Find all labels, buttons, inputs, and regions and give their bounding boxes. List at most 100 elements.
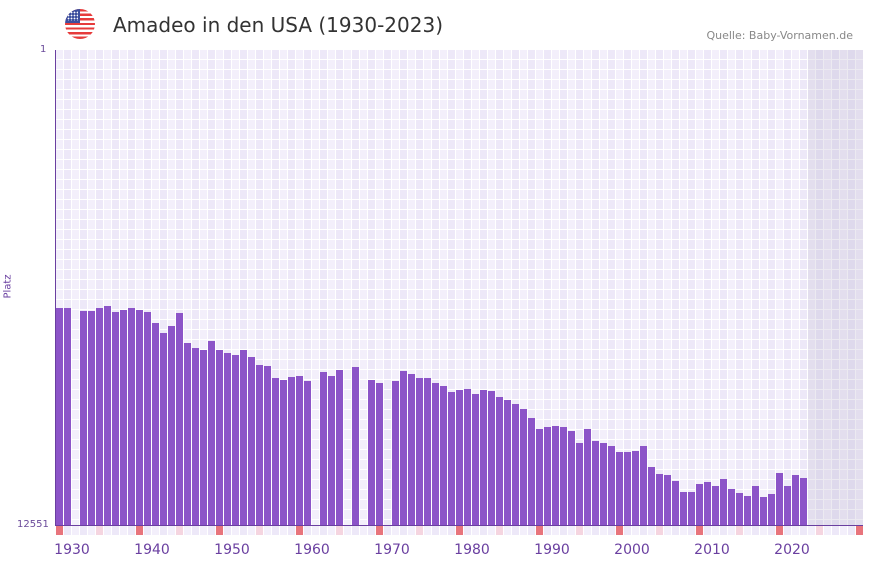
bar-1937[interactable] (112, 311, 119, 525)
bar-1983[interactable] (480, 389, 487, 525)
bar-1943[interactable] (160, 332, 167, 525)
bar-1982[interactable] (472, 393, 479, 525)
decade-marker (776, 526, 783, 535)
bar-2010[interactable] (696, 483, 703, 525)
y-tick-label-top: 1 (40, 44, 47, 55)
bar-1992[interactable] (552, 425, 559, 525)
bar-1975[interactable] (416, 377, 423, 525)
bar-1984[interactable] (488, 390, 495, 525)
bar-1967[interactable] (352, 366, 359, 525)
bar-2023[interactable] (800, 477, 807, 525)
bar-2022[interactable] (792, 474, 799, 525)
bar-2000[interactable] (616, 451, 623, 525)
bar-1954[interactable] (248, 356, 255, 525)
bar-1969[interactable] (368, 379, 375, 525)
bar-1985[interactable] (496, 396, 503, 525)
bar-1935[interactable] (96, 307, 103, 525)
bar-2013[interactable] (720, 478, 727, 525)
bar-1946[interactable] (184, 342, 191, 525)
bar-1931[interactable] (64, 307, 71, 525)
bar-1934[interactable] (88, 310, 95, 525)
bar-1941[interactable] (144, 311, 151, 525)
bar-1936[interactable] (104, 305, 111, 525)
bar-2017[interactable] (752, 485, 759, 525)
bar-2011[interactable] (704, 481, 711, 525)
bar-1958[interactable] (280, 379, 287, 525)
bar-1959[interactable] (288, 376, 295, 525)
bar-1949[interactable] (208, 340, 215, 525)
x-tick-label: 1970 (374, 542, 410, 558)
bar-1988[interactable] (520, 408, 527, 525)
x-tick-label: 1980 (454, 542, 490, 558)
bar-2006[interactable] (664, 474, 671, 525)
bar-1944[interactable] (168, 325, 175, 525)
bar-1951[interactable] (224, 352, 231, 525)
bar-1995[interactable] (576, 442, 583, 525)
bar-1952[interactable] (232, 354, 239, 525)
bar-1955[interactable] (256, 364, 263, 525)
bar-1978[interactable] (440, 385, 447, 525)
bar-1961[interactable] (304, 380, 311, 525)
bar-1948[interactable] (200, 349, 207, 525)
bar-2007[interactable] (672, 480, 679, 525)
bar-1977[interactable] (432, 382, 439, 525)
x-tick-label: 2020 (774, 542, 810, 558)
bar-1980[interactable] (456, 389, 463, 525)
bar-2003[interactable] (640, 445, 647, 525)
bar-1938[interactable] (120, 309, 127, 525)
bar-1950[interactable] (216, 349, 223, 525)
plot-area (56, 50, 863, 525)
bar-1996[interactable] (584, 428, 591, 525)
bar-1933[interactable] (80, 310, 87, 525)
bar-1970[interactable] (376, 382, 383, 525)
half-decade-marker (96, 526, 103, 535)
bar-1939[interactable] (128, 307, 135, 525)
bar-1991[interactable] (544, 426, 551, 525)
bar-2016[interactable] (744, 495, 751, 525)
bar-2018[interactable] (760, 496, 767, 525)
bar-2008[interactable] (680, 491, 687, 525)
bar-1981[interactable] (464, 388, 471, 525)
bar-1957[interactable] (272, 377, 279, 525)
bar-1998[interactable] (600, 442, 607, 525)
bar-2014[interactable] (728, 488, 735, 525)
bar-1956[interactable] (264, 365, 271, 525)
bar-2009[interactable] (688, 491, 695, 525)
bar-2021[interactable] (784, 485, 791, 525)
bar-1997[interactable] (592, 440, 599, 525)
bar-2019[interactable] (768, 493, 775, 525)
half-decade-marker (816, 526, 823, 535)
bar-1960[interactable] (296, 375, 303, 525)
bar-1972[interactable] (392, 380, 399, 525)
bar-1930[interactable] (56, 307, 63, 525)
bar-1986[interactable] (504, 399, 511, 525)
bar-1940[interactable] (136, 309, 143, 525)
bar-2012[interactable] (712, 485, 719, 525)
bar-2015[interactable] (736, 492, 743, 525)
bar-1989[interactable] (528, 417, 535, 525)
bar-1963[interactable] (320, 371, 327, 525)
bar-1993[interactable] (560, 426, 567, 525)
bar-2002[interactable] (632, 450, 639, 525)
source-label: Quelle: Baby-Vornamen.de (706, 29, 853, 42)
bar-2020[interactable] (776, 472, 783, 525)
bar-1987[interactable] (512, 403, 519, 525)
bar-2001[interactable] (624, 451, 631, 525)
bar-1945[interactable] (176, 312, 183, 525)
bar-2005[interactable] (656, 473, 663, 525)
half-decade-marker (336, 526, 343, 535)
bar-1973[interactable] (400, 370, 407, 525)
bar-1942[interactable] (152, 322, 159, 525)
y-axis-title: Platz (2, 274, 14, 299)
bar-1965[interactable] (336, 369, 343, 525)
bar-1994[interactable] (568, 430, 575, 525)
bar-1974[interactable] (408, 373, 415, 525)
bar-1976[interactable] (424, 377, 431, 525)
bar-1999[interactable] (608, 445, 615, 525)
bar-2004[interactable] (648, 466, 655, 525)
bar-1947[interactable] (192, 347, 199, 525)
bar-1979[interactable] (448, 391, 455, 525)
bar-1990[interactable] (536, 428, 543, 525)
bar-1964[interactable] (328, 375, 335, 525)
bar-1953[interactable] (240, 349, 247, 525)
